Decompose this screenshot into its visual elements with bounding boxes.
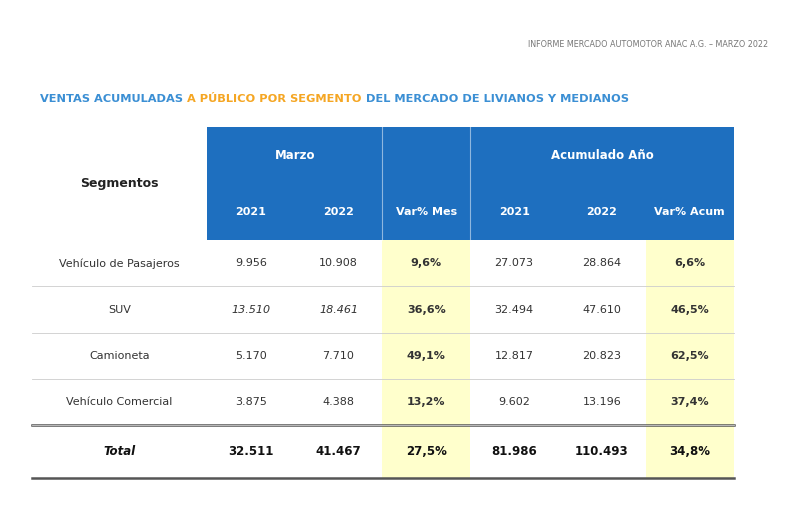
- Text: 2022: 2022: [586, 207, 618, 217]
- Bar: [294, 240, 382, 286]
- Text: SUV: SUV: [108, 305, 131, 314]
- Bar: [207, 333, 294, 379]
- Bar: [382, 425, 470, 478]
- Text: 36,6%: 36,6%: [407, 305, 446, 314]
- Bar: [32, 127, 207, 240]
- Bar: [558, 240, 646, 286]
- Text: 18.461: 18.461: [319, 305, 358, 314]
- Text: 110.493: 110.493: [575, 445, 629, 458]
- Text: A PÚBLICO POR SEGMENTO: A PÚBLICO POR SEGMENTO: [187, 94, 362, 104]
- Text: Var% Mes: Var% Mes: [396, 207, 457, 217]
- Text: Total: Total: [103, 445, 135, 458]
- Bar: [470, 379, 558, 425]
- Text: Vehículo de Pasajeros: Vehículo de Pasajeros: [59, 258, 180, 269]
- Text: 81.986: 81.986: [491, 445, 537, 458]
- Text: Acumulado Año: Acumulado Año: [550, 149, 654, 162]
- Text: 62,5%: 62,5%: [670, 351, 709, 361]
- Bar: [294, 425, 382, 478]
- Text: 6,6%: 6,6%: [674, 258, 706, 268]
- Text: 46,5%: 46,5%: [670, 305, 709, 314]
- Text: 47.610: 47.610: [582, 305, 622, 314]
- Text: 27.073: 27.073: [494, 258, 534, 268]
- Text: Camioneta: Camioneta: [89, 351, 150, 361]
- Bar: [207, 127, 734, 240]
- Bar: [207, 240, 294, 286]
- Text: Marzo: Marzo: [274, 149, 315, 162]
- Bar: [470, 286, 558, 333]
- Bar: [558, 379, 646, 425]
- Text: 20.823: 20.823: [582, 351, 622, 361]
- Bar: [32, 379, 207, 425]
- Bar: [470, 425, 558, 478]
- Text: Var% Acum: Var% Acum: [654, 207, 725, 217]
- Bar: [294, 379, 382, 425]
- Bar: [558, 425, 646, 478]
- Text: 27,5%: 27,5%: [406, 445, 446, 458]
- Bar: [646, 425, 734, 478]
- Text: 2021: 2021: [235, 207, 266, 217]
- Text: 9,6%: 9,6%: [410, 258, 442, 268]
- Bar: [207, 425, 294, 478]
- Text: 2021: 2021: [498, 207, 530, 217]
- Bar: [207, 379, 294, 425]
- Text: 12.817: 12.817: [494, 351, 534, 361]
- Text: 37,4%: 37,4%: [670, 397, 709, 407]
- Bar: [382, 286, 470, 333]
- Bar: [558, 286, 646, 333]
- Text: DEL MERCADO DE LIVIANOS Y MEDIANOS: DEL MERCADO DE LIVIANOS Y MEDIANOS: [362, 94, 629, 104]
- Text: 49,1%: 49,1%: [407, 351, 446, 361]
- Text: 3.875: 3.875: [234, 397, 266, 407]
- Text: 28.864: 28.864: [582, 258, 622, 268]
- Text: INFORME MERCADO AUTOMOTOR ANAC A.G. – MARZO 2022: INFORME MERCADO AUTOMOTOR ANAC A.G. – MA…: [528, 40, 768, 49]
- Bar: [32, 333, 207, 379]
- Bar: [32, 286, 207, 333]
- Text: 34,8%: 34,8%: [669, 445, 710, 458]
- Bar: [294, 286, 382, 333]
- Bar: [32, 240, 207, 286]
- Text: Segmentos: Segmentos: [80, 177, 158, 190]
- Text: 9.956: 9.956: [234, 258, 266, 268]
- Text: 13.510: 13.510: [231, 305, 270, 314]
- Bar: [207, 286, 294, 333]
- Text: 13,2%: 13,2%: [407, 397, 446, 407]
- Text: 32.494: 32.494: [494, 305, 534, 314]
- Bar: [646, 286, 734, 333]
- Text: 7.710: 7.710: [322, 351, 354, 361]
- Bar: [382, 379, 470, 425]
- Text: 9.602: 9.602: [498, 397, 530, 407]
- Text: 32.511: 32.511: [228, 445, 274, 458]
- Text: 5.170: 5.170: [235, 351, 266, 361]
- Bar: [470, 333, 558, 379]
- Text: 41.467: 41.467: [316, 445, 362, 458]
- Bar: [382, 333, 470, 379]
- Bar: [294, 333, 382, 379]
- Bar: [32, 425, 207, 478]
- Bar: [558, 333, 646, 379]
- Bar: [646, 333, 734, 379]
- Text: 10.908: 10.908: [319, 258, 358, 268]
- Text: 4.388: 4.388: [322, 397, 354, 407]
- Bar: [646, 240, 734, 286]
- Bar: [470, 240, 558, 286]
- Text: VENTAS ACUMULADAS: VENTAS ACUMULADAS: [40, 94, 187, 104]
- Bar: [382, 240, 470, 286]
- Bar: [646, 379, 734, 425]
- Text: Vehículo Comercial: Vehículo Comercial: [66, 397, 173, 407]
- Text: 2022: 2022: [323, 207, 354, 217]
- Text: 13.196: 13.196: [582, 397, 622, 407]
